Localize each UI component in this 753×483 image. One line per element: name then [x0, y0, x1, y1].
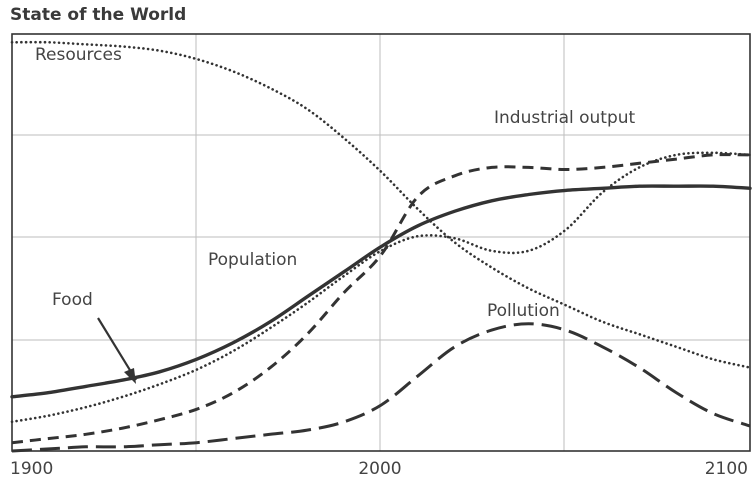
food-label: Food	[52, 290, 93, 310]
x-tick-label-1900: 1900	[10, 459, 53, 479]
food-pointer-arrowhead	[124, 368, 136, 384]
grid	[12, 34, 750, 451]
series-line-resources	[10, 40, 752, 369]
x-axis: 1900 2000 2100	[10, 459, 748, 479]
series-line-industrial-output	[11, 153, 751, 445]
x-tick-label-2000: 2000	[358, 459, 401, 479]
resources-label: Resources	[35, 45, 122, 65]
plot-frame	[11, 33, 751, 452]
series-layer	[10, 40, 752, 453]
population-label: Population	[208, 250, 297, 270]
chart-title: State of the World	[10, 5, 187, 25]
series-labels: Resources Industrial output Population F…	[35, 45, 636, 384]
x-tick-label-2100: 2100	[705, 459, 748, 479]
food-pointer-line	[97, 317, 137, 381]
series-line-pollution	[11, 322, 751, 453]
industrial-output-label: Industrial output	[494, 108, 636, 128]
pollution-label: Pollution	[487, 301, 560, 321]
series-line-population	[10, 184, 752, 399]
